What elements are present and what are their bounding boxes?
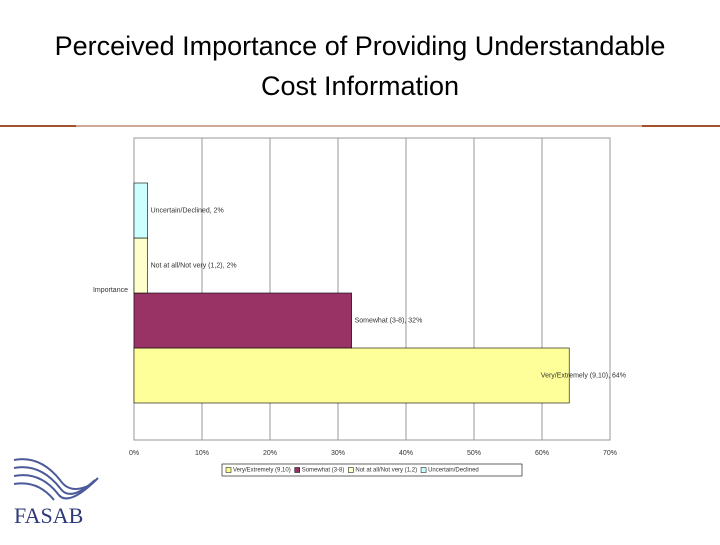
- chart: 0% 10% 20% 30% 40% 50% 60% 70% Importance Very/Ex…: [93, 137, 626, 477]
- data-label: Uncertain/Declined, 2%: [151, 207, 224, 214]
- legend-swatch: [294, 467, 300, 473]
- legend-swatch: [348, 467, 354, 473]
- data-label: Very/Extremely (9,10), 64%: [541, 372, 626, 379]
- legend-swatch: [225, 467, 232, 473]
- x-tick-label: 50%: [467, 450, 481, 457]
- x-tick-label: 40%: [399, 450, 413, 457]
- chart-title: Perceived Importance of Providing Unders…: [55, 31, 666, 61]
- data-label: Not at all/Not very (1,2), 2%: [151, 262, 237, 269]
- x-tick-label: 0%: [129, 450, 139, 457]
- legend-swatch: [420, 467, 427, 473]
- bar: [133, 182, 148, 239]
- logo-mark: [13, 458, 99, 501]
- data-label: Somewhat (3-8), 32%: [355, 317, 423, 324]
- chart-title: Cost Information: [261, 71, 459, 101]
- x-tick-label: 30%: [331, 450, 345, 457]
- bar: [133, 347, 570, 404]
- x-tick-label: 20%: [263, 450, 277, 457]
- legend: Very/Extremely (9,10) Somewhat (3-8) Not a…: [221, 463, 523, 477]
- y-tick-label: Importance: [93, 287, 128, 294]
- bar: [133, 237, 148, 294]
- legend-label: Uncertain/Declined: [428, 468, 479, 474]
- legend-label: Not at all/Not very (1,2): [355, 468, 417, 474]
- x-tick-label: 60%: [535, 450, 549, 457]
- bar: [133, 292, 352, 349]
- logo-text: FASAB: [14, 503, 83, 528]
- x-tick-label: 10%: [195, 450, 209, 457]
- x-tick-label: 70%: [603, 450, 617, 457]
- legend-label: Somewhat (3-8): [302, 468, 345, 474]
- legend-label: Very/Extremely (9,10): [233, 468, 291, 474]
- legend-box: [221, 463, 523, 477]
